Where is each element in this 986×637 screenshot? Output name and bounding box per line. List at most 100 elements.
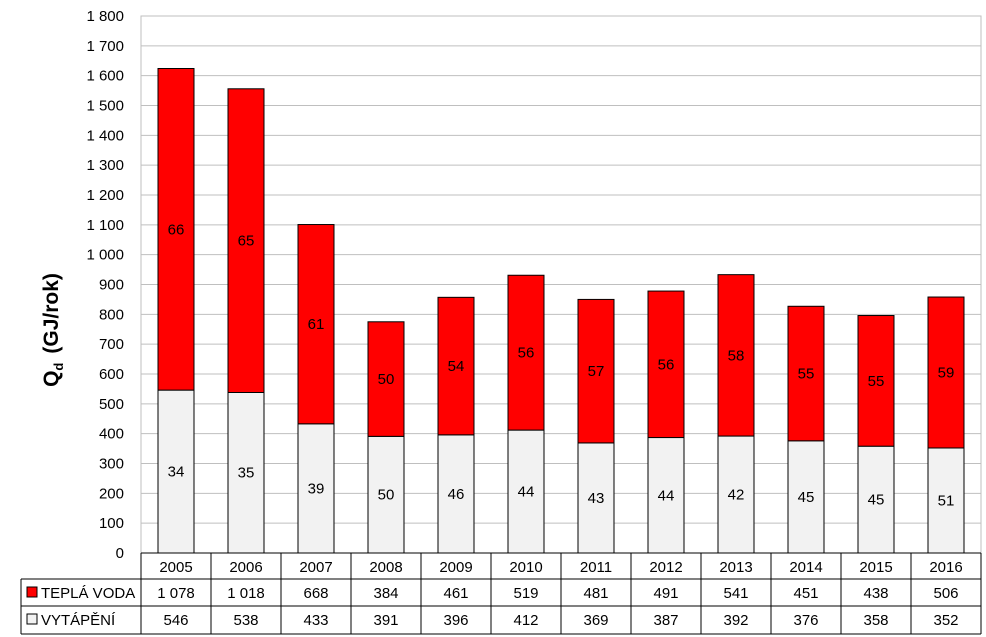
y-axis-title-symbol: Q <box>40 371 63 387</box>
percent-label-tepla-voda: 59 <box>938 365 955 382</box>
gridlines <box>140 15 982 554</box>
table-value-tepla-voda: 506 <box>933 585 958 602</box>
table-value-tepla-voda: 481 <box>583 585 608 602</box>
percent-label-vytapeni: 44 <box>658 487 675 504</box>
x-category-label: 2016 <box>929 559 962 576</box>
table-value-tepla-voda: 384 <box>373 585 398 602</box>
percent-label-vytapeni: 35 <box>238 465 255 482</box>
x-category-label: 2012 <box>649 559 682 576</box>
table-value-vytapeni: 392 <box>723 612 748 629</box>
y-tick-label: 1 600 <box>86 68 124 85</box>
y-tick-label: 1 400 <box>86 127 124 144</box>
table-value-vytapeni: 412 <box>513 612 538 629</box>
y-tick-label: 1 200 <box>86 187 124 204</box>
bar-segment-tepla-voda <box>367 321 405 437</box>
x-category-label: 2015 <box>859 559 892 576</box>
y-axis-title-subscript: d <box>51 363 66 371</box>
percent-label-vytapeni: 45 <box>798 489 815 506</box>
table-value-vytapeni: 391 <box>373 612 398 629</box>
percent-label-tepla-voda: 56 <box>658 356 675 373</box>
percent-label-vytapeni: 42 <box>728 487 745 504</box>
bars: 34 66 35 65 39 61 50 50 46 54 44 56 43 57 44 56 42 58 45 55… <box>157 68 965 554</box>
percent-label-tepla-voda: 50 <box>378 371 395 388</box>
bar-segment-tepla-voda <box>787 305 825 442</box>
y-tick-label: 0 <box>116 545 124 562</box>
legend-label-vytapeni: VYTÁPĚNÍ <box>41 612 116 629</box>
bar-segment-vytapeni <box>297 423 335 554</box>
y-tick-label: 400 <box>99 426 124 443</box>
table-value-vytapeni: 358 <box>863 612 888 629</box>
table-value-tepla-voda: 438 <box>863 585 888 602</box>
bar-segment-tepla-voda <box>857 315 895 447</box>
percent-label-tepla-voda: 55 <box>868 373 885 390</box>
table-value-tepla-voda: 461 <box>443 585 468 602</box>
y-tick-label: 100 <box>99 515 124 532</box>
bar-segment-tepla-voda <box>647 290 685 439</box>
bar-segment-tepla-voda <box>577 298 615 444</box>
percent-label-tepla-voda: 65 <box>238 233 255 250</box>
percent-label-tepla-voda: 66 <box>168 221 185 238</box>
y-tick-label: 600 <box>99 366 124 383</box>
x-category-label: 2014 <box>789 559 822 576</box>
table-value-tepla-voda: 491 <box>653 585 678 602</box>
table-value-vytapeni: 433 <box>303 612 328 629</box>
percent-label-tepla-voda: 56 <box>518 345 535 362</box>
percent-label-tepla-voda: 58 <box>728 347 745 364</box>
x-category-label: 2010 <box>509 559 542 576</box>
y-tick-label: 1 500 <box>86 98 124 115</box>
bar-segment-vytapeni <box>577 442 615 554</box>
bar-segment-vytapeni <box>647 437 685 554</box>
y-tick-label: 500 <box>99 396 124 413</box>
y-tick-label: 900 <box>99 277 124 294</box>
table-value-tepla-voda: 1 018 <box>227 585 265 602</box>
x-category-label: 2013 <box>719 559 752 576</box>
percent-label-vytapeni: 50 <box>378 487 395 504</box>
y-tick-label: 1 300 <box>86 157 124 174</box>
table-value-vytapeni: 546 <box>163 612 188 629</box>
bar-segment-tepla-voda <box>437 296 475 436</box>
y-tick-label: 200 <box>99 485 124 502</box>
bar-segment-tepla-voda <box>157 68 195 391</box>
table-value-tepla-voda: 541 <box>723 585 748 602</box>
table-value-tepla-voda: 451 <box>793 585 818 602</box>
table-value-tepla-voda: 519 <box>513 585 538 602</box>
legend-key-vytapeni <box>26 613 38 625</box>
bar-segment-tepla-voda <box>507 274 545 431</box>
percent-label-vytapeni: 51 <box>938 492 955 509</box>
bar-segment-vytapeni <box>437 434 475 554</box>
y-tick-label: 700 <box>99 336 124 353</box>
percent-label-tepla-voda: 57 <box>588 363 605 380</box>
y-axis-title-unit: (GJ/rok) <box>40 273 63 354</box>
x-category-label: 2006 <box>229 559 262 576</box>
x-category-label: 2007 <box>299 559 332 576</box>
percent-label-vytapeni: 43 <box>588 490 605 507</box>
percent-label-vytapeni: 45 <box>868 492 885 509</box>
percent-label-vytapeni: 39 <box>308 480 325 497</box>
bar-segment-tepla-voda <box>297 224 335 425</box>
y-tick-label: 1 000 <box>86 247 124 264</box>
x-category-label: 2005 <box>159 559 192 576</box>
y-axis-ticks: 0 100 200 300 400 500 600 700 800 900 1 000 1 100 1 … <box>86 8 124 562</box>
legend-label-tepla-voda: TEPLÁ VODA <box>41 585 135 602</box>
table-value-vytapeni: 369 <box>583 612 608 629</box>
percent-label-tepla-voda: 54 <box>448 358 465 375</box>
table-value-tepla-voda: 668 <box>303 585 328 602</box>
percent-label-tepla-voda: 61 <box>308 316 325 333</box>
data-table: 2005 2006 2007 2008 2009 2010 2011 2012 2013 2014… <box>20 552 982 635</box>
y-tick-label: 1 800 <box>86 8 124 25</box>
table-value-tepla-voda: 1 078 <box>157 585 195 602</box>
y-tick-label: 800 <box>99 306 124 323</box>
bar-segment-vytapeni <box>227 391 265 554</box>
percent-label-vytapeni: 34 <box>168 464 185 481</box>
y-tick-label: 1 700 <box>86 38 124 55</box>
bar-segment-tepla-voda <box>717 274 755 437</box>
table-value-vytapeni: 538 <box>233 612 258 629</box>
table-value-vytapeni: 396 <box>443 612 468 629</box>
percent-label-vytapeni: 44 <box>518 484 535 501</box>
x-category-label: 2008 <box>369 559 402 576</box>
bar-segment-vytapeni <box>507 429 545 554</box>
legend-key-tepla-voda <box>26 586 38 598</box>
percent-label-vytapeni: 46 <box>448 486 465 503</box>
bar-segment-tepla-voda <box>927 296 965 449</box>
